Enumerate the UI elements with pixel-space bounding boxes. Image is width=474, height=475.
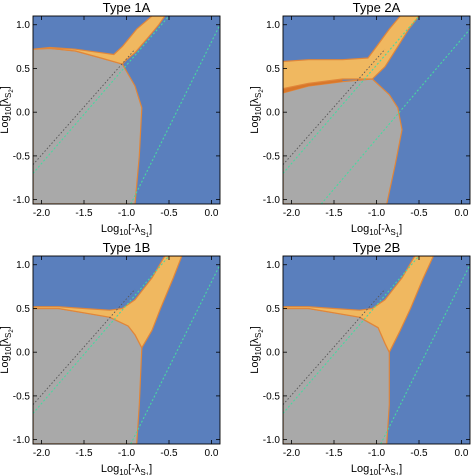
x-tick-label: -0.5 — [410, 208, 428, 219]
y-tick-label: -1.0 — [263, 195, 281, 206]
y-tick-label: -1.0 — [263, 435, 281, 446]
y-tick-label: -1.0 — [13, 435, 31, 446]
x-tick-label: -2.0 — [283, 208, 301, 219]
gray-dotted-line — [33, 288, 136, 405]
y-tick-label: 0.0 — [266, 108, 280, 119]
plot-area — [33, 16, 220, 204]
green-dotted-line — [283, 256, 420, 414]
y-axis-label: Log10[λS2] — [249, 326, 265, 374]
y-tick-label: 0.0 — [266, 348, 280, 359]
x-tick-label: -0.5 — [160, 208, 178, 219]
x-axis-label: Log10[-λS1] — [351, 463, 402, 475]
x-axis-label: Log10[-λS1] — [351, 223, 402, 239]
green-dotted-line — [130, 264, 220, 444]
y-axis-label: Log10[λS2] — [0, 86, 15, 134]
x-axis-label: Log10[-λS1] — [101, 463, 152, 475]
y-tick-label: 1.0 — [266, 20, 280, 31]
panel-title: Type 2A — [353, 0, 401, 15]
panel-1: Type 1A -2.0 -1.5 -1.0 -0.5 0.0 -1.0 -0.5 0.0 0.5… — [0, 0, 221, 239]
x-tick-label: -1.0 — [368, 208, 386, 219]
x-tick-label: -2.0 — [283, 448, 301, 459]
x-tick-label: -1.0 — [118, 448, 136, 459]
x-tick-label: -1.0 — [118, 208, 136, 219]
x-axis-label: Log10[-λS1] — [101, 223, 152, 239]
x-tick-label: -1.5 — [325, 208, 343, 219]
region-yellow — [283, 256, 434, 353]
x-tick-label: 0.0 — [455, 208, 469, 219]
region-yellow — [33, 256, 183, 349]
panel-title: Type 2B — [353, 240, 401, 255]
panel-title: Type 1A — [103, 0, 151, 15]
gray-dotted-line — [283, 288, 386, 405]
plot-area — [283, 16, 470, 204]
y-tick-label: 0.5 — [16, 304, 30, 315]
x-tick-label: -1.0 — [368, 448, 386, 459]
green-dotted-line — [380, 264, 470, 444]
y-axis-label: Log10[λS2] — [0, 326, 15, 374]
y-tick-label: -0.5 — [263, 151, 281, 162]
y-tick-label: -1.0 — [13, 195, 31, 206]
panel-2: Type 2A -2.0 -1.5 -1.0 -0.5 0.0 -1.0 -0.5 0.0 0.5… — [249, 0, 471, 239]
y-tick-label: 1.0 — [266, 260, 280, 271]
x-tick-label: 0.0 — [455, 448, 469, 459]
x-tick-label: -1.5 — [75, 208, 93, 219]
y-axis-label: Log10[λS2] — [249, 86, 265, 134]
y-tick-label: 1.0 — [16, 260, 30, 271]
y-tick-label: -0.5 — [13, 151, 31, 162]
y-tick-label: 0.0 — [16, 108, 30, 119]
green-dotted-line — [33, 256, 170, 414]
y-tick-label: 0.5 — [266, 304, 280, 315]
panel-3: Type 1B -2.0 -1.5 -1.0 -0.5 0.0 -1.0 -0.5 0.0 0.5… — [0, 240, 221, 475]
region-gray — [283, 307, 390, 444]
region-gray — [33, 47, 143, 204]
x-tick-label: 0.0 — [205, 448, 219, 459]
x-tick-label: -1.5 — [325, 448, 343, 459]
region-yellow — [33, 16, 166, 65]
x-tick-label: -1.5 — [75, 448, 93, 459]
x-tick-label: -0.5 — [410, 448, 428, 459]
plot-area — [33, 256, 220, 444]
x-tick-label: -0.5 — [160, 448, 178, 459]
y-tick-label: 1.0 — [16, 20, 30, 31]
panel-title: Type 1B — [103, 240, 151, 255]
y-tick-label: 0.5 — [16, 64, 30, 75]
region-orange — [283, 79, 343, 93]
y-tick-label: -0.5 — [13, 391, 31, 402]
green-dotted-line — [130, 24, 220, 204]
green-dotted-line — [283, 16, 420, 174]
y-tick-label: 0.5 — [266, 64, 280, 75]
gray-dotted-line — [283, 48, 386, 165]
gray-dotted-line — [33, 48, 136, 165]
x-tick-label: 0.0 — [205, 208, 219, 219]
region-yellow — [283, 16, 420, 90]
y-tick-label: -0.5 — [263, 391, 281, 402]
panel-4: Type 2B -2.0 -1.5 -1.0 -0.5 0.0 -1.0 -0.5 0.0 0.5… — [249, 240, 471, 475]
region-gray — [283, 78, 403, 204]
y-tick-label: 0.0 — [16, 348, 30, 359]
green-dotted-line — [33, 16, 170, 174]
region-gray — [33, 307, 143, 444]
x-tick-label: -2.0 — [33, 448, 51, 459]
plot-area — [283, 256, 470, 444]
x-tick-label: -2.0 — [33, 208, 51, 219]
